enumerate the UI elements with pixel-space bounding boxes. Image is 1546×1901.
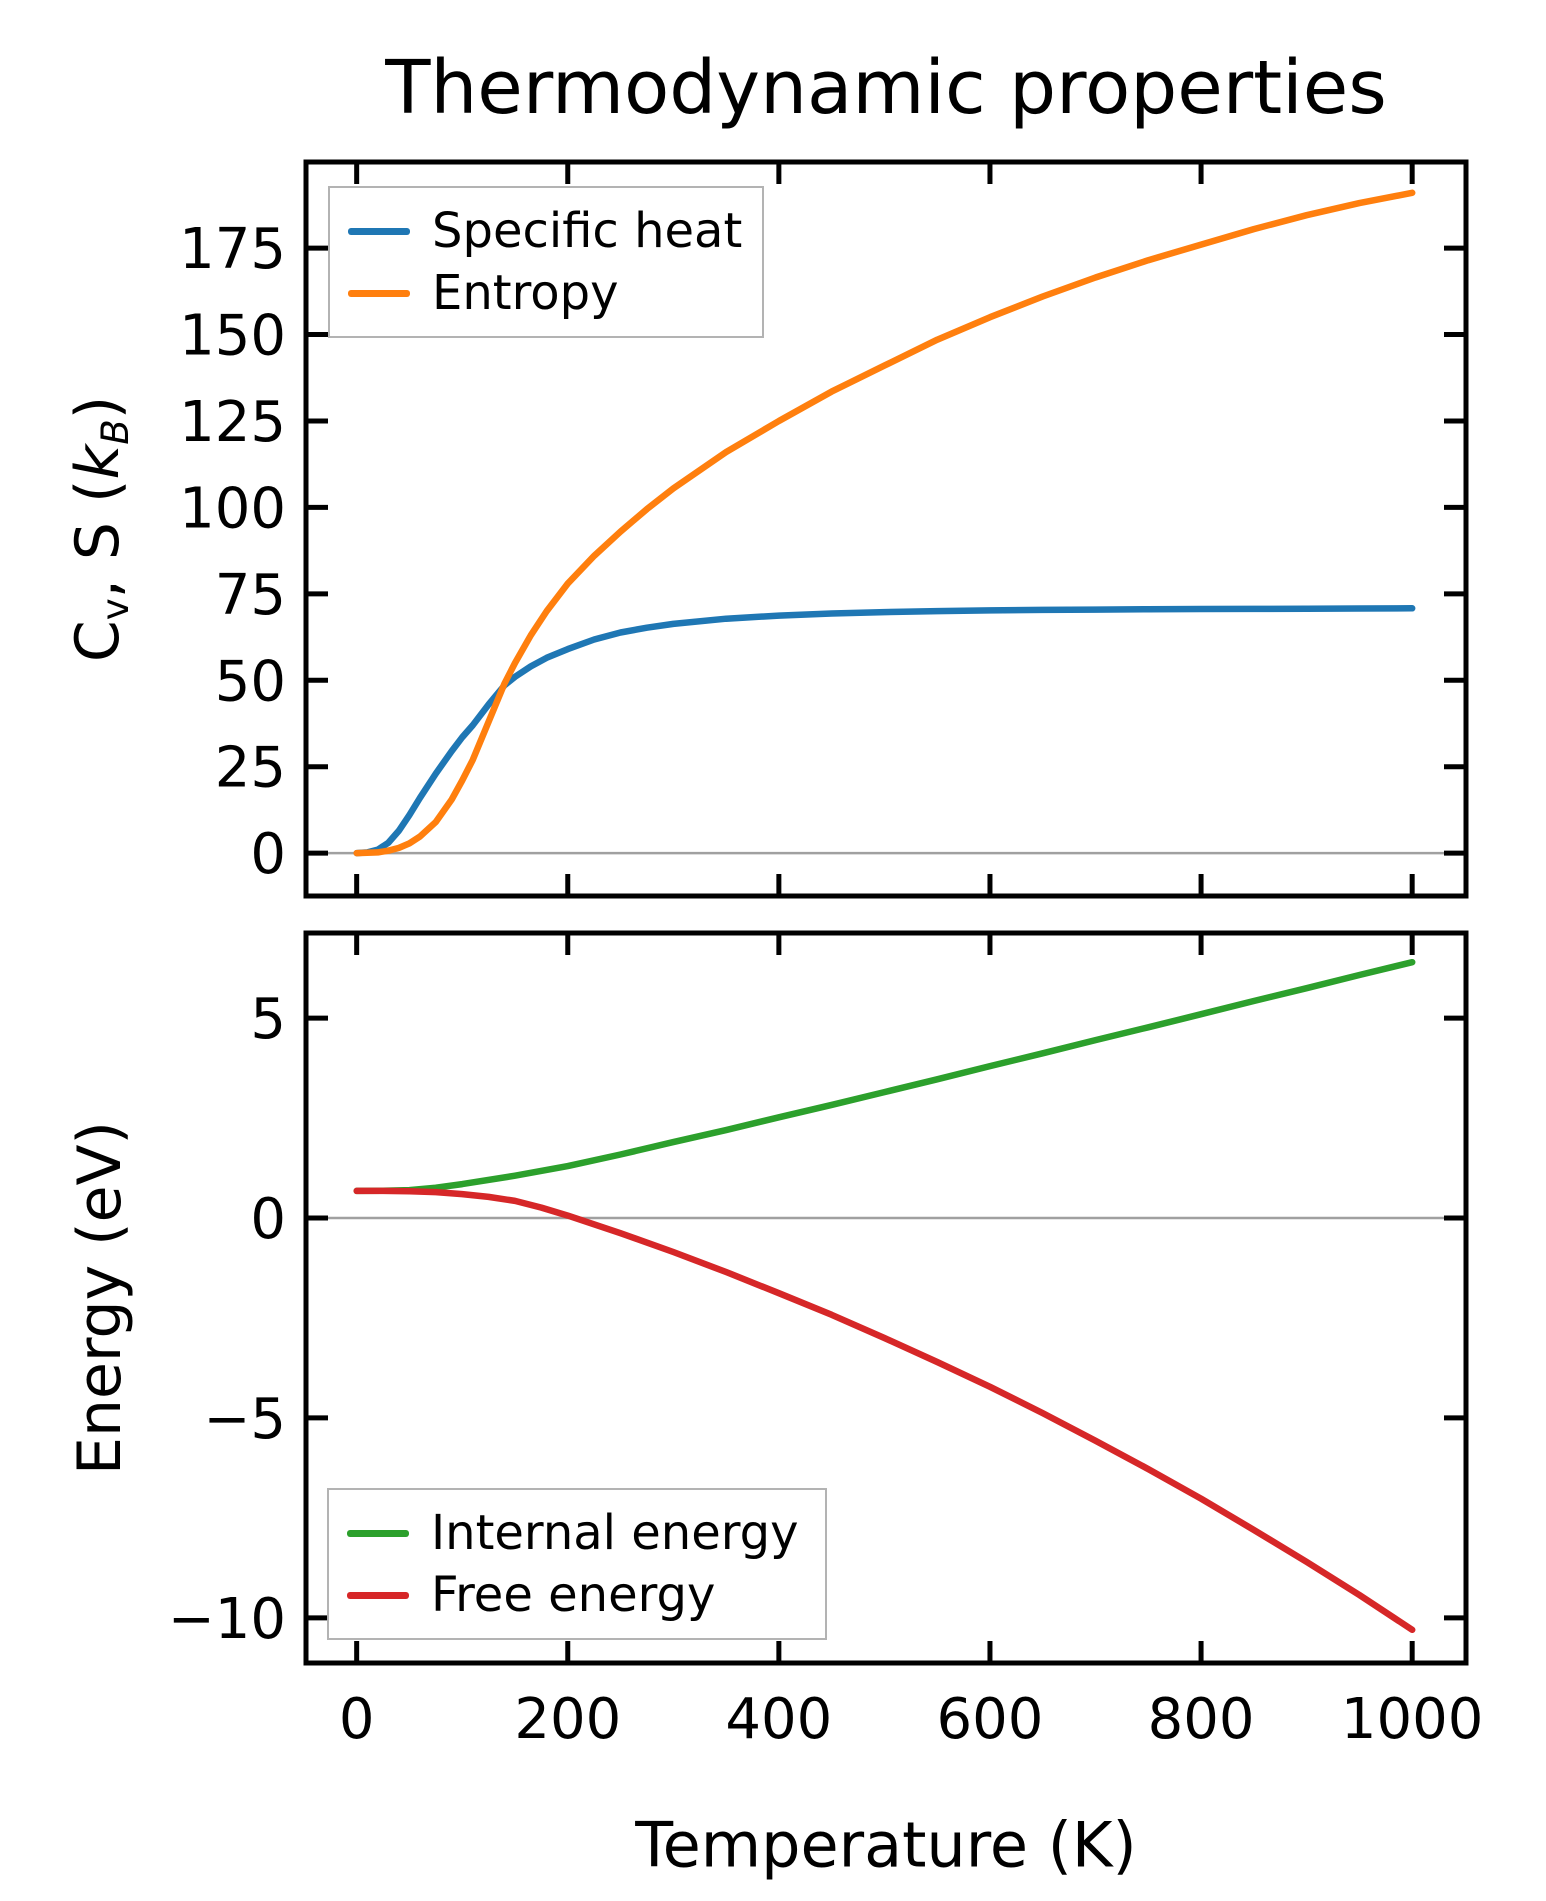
y-axis-label-top: Cv, S (kB) (63, 396, 137, 662)
legend-entry-entropy: Entropy (330, 262, 762, 324)
y-axis-label-part: , S ( (62, 479, 133, 599)
figure-title: Thermodynamic properties (385, 45, 1387, 131)
entropy-line-swatch (348, 289, 410, 297)
internal-energy-curve (353, 958, 1416, 1195)
y-axis-label-part: k (62, 444, 133, 480)
y-tick-label: 50 (215, 649, 286, 714)
x-tick-label: 600 (937, 1687, 1044, 1752)
y-axis-label-part: B (93, 419, 138, 445)
y-axis-label-bottom: Energy (eV) (65, 1121, 135, 1475)
y-tick-label: 0 (250, 1187, 286, 1252)
entropy-curve (353, 189, 1416, 857)
legend-entry-internal-energy: Internal energy (329, 1502, 825, 1564)
specific-heat-curve (353, 605, 1416, 857)
legend-label: Free energy (431, 1567, 716, 1623)
x-tick-label: 200 (514, 1687, 621, 1752)
legend-bottom: Internal energy Free energy (327, 1488, 827, 1640)
x-tick-label: 0 (339, 1687, 375, 1752)
x-axis-label: Temperature (K) (635, 1808, 1137, 1882)
y-tick-label: 150 (179, 304, 286, 369)
x-tick-label: 400 (725, 1687, 832, 1752)
y-axis-label-part: Energy (eV) (65, 1121, 135, 1475)
y-axis-label-part: v (93, 598, 138, 621)
legend-entry-free-energy: Free energy (329, 1564, 825, 1626)
x-tick-label: 1000 (1341, 1687, 1484, 1752)
legend-label: Specific heat (432, 203, 743, 259)
free-energy-curve (353, 1187, 1416, 1634)
axes-frame-bottom (303, 930, 1469, 1666)
free-energy-line-swatch (347, 1591, 409, 1599)
legend-label: Entropy (432, 265, 619, 321)
y-tick-label: 0 (250, 822, 286, 887)
x-tick-label: 800 (1148, 1687, 1255, 1752)
y-tick-label: 75 (215, 563, 286, 628)
y-tick-label: 25 (215, 736, 286, 801)
y-tick-label: −5 (203, 1387, 286, 1452)
specific-heat-line-swatch (348, 227, 410, 235)
internal-energy-line-swatch (347, 1529, 409, 1537)
y-axis-label-part: C (62, 620, 133, 663)
y-tick-label: 5 (250, 987, 286, 1052)
axes-frame-top (303, 159, 1469, 899)
y-tick-label: 175 (179, 217, 286, 282)
y-tick-label: −10 (168, 1587, 286, 1652)
legend-label: Internal energy (431, 1505, 799, 1561)
legend-entry-specific-heat: Specific heat (330, 200, 762, 262)
y-tick-label: 125 (179, 390, 286, 455)
y-axis-label-part: ) (62, 395, 133, 420)
y-tick-label: 100 (179, 476, 286, 541)
legend-top: Specific heat Entropy (328, 186, 764, 338)
